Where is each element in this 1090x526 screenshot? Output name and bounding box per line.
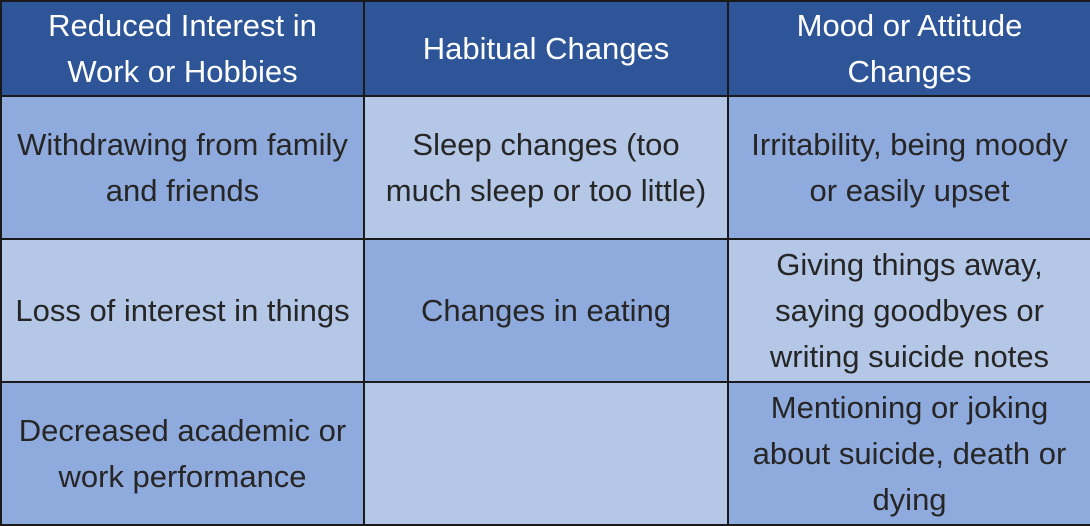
table-cell: Sleep changes (too much sleep or too lit… (363, 95, 729, 240)
table-cell-empty (363, 381, 729, 526)
header-habitual-changes: Habitual Changes (363, 0, 729, 97)
table-cell: Withdrawing from family and friends (0, 95, 365, 240)
table-cell: Giving things away, saying goodbyes or w… (727, 238, 1090, 383)
header-row: Reduced Interest in Work or Hobbies Habi… (0, 0, 1090, 97)
table-cell: Loss of interest in things (0, 238, 365, 383)
table-row: Withdrawing from family and friends Slee… (0, 95, 1090, 240)
table-row: Loss of interest in things Changes in ea… (0, 238, 1090, 383)
table-cell: Irritability, being moody or easily upse… (727, 95, 1090, 240)
header-reduced-interest: Reduced Interest in Work or Hobbies (0, 0, 365, 97)
table-cell: Decreased academic or work performance (0, 381, 365, 526)
table-cell: Changes in eating (363, 238, 729, 383)
header-mood-changes: Mood or Attitude Changes (727, 0, 1090, 97)
table-row: Decreased academic or work performance M… (0, 381, 1090, 526)
table-cell: Mentioning or joking about suicide, deat… (727, 381, 1090, 526)
